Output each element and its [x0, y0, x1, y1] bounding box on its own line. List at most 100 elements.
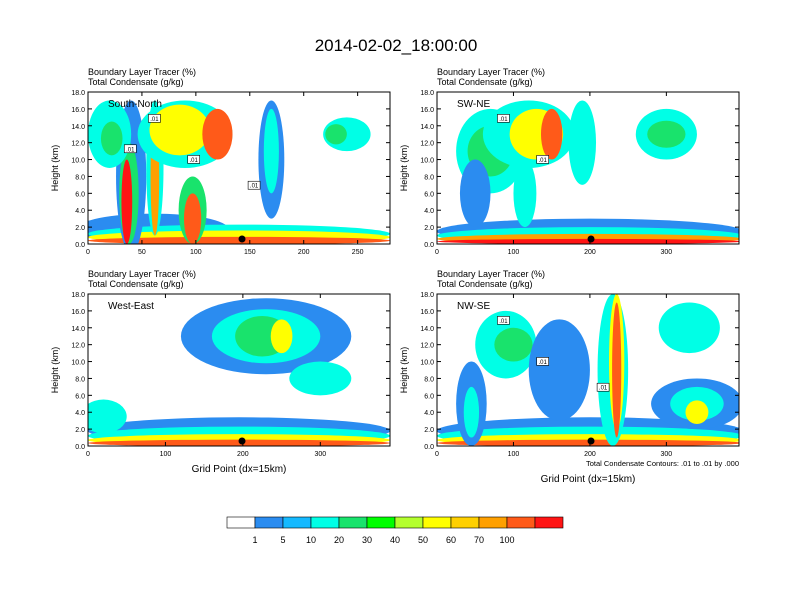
contour-label-box — [187, 155, 200, 164]
panel-label: South-North — [108, 99, 162, 110]
colorbar-swatch — [422, 516, 452, 529]
field — [88, 298, 390, 446]
contour-label-box — [123, 144, 137, 154]
y-tick-label: 0.0 — [424, 242, 434, 249]
y-tick-label: 8.0 — [75, 376, 85, 383]
x-tick-label: 300 — [314, 451, 326, 458]
field-cell — [494, 327, 533, 362]
y-axis-label: Height (km) — [50, 347, 60, 394]
field-cell — [325, 124, 347, 145]
plot-frame — [436, 91, 740, 245]
y-axis-label: Height (km) — [399, 347, 409, 394]
y-tick-label: 4.0 — [75, 208, 85, 215]
colorbar-label: 40 — [390, 535, 400, 545]
x-tick-label: 0 — [435, 451, 439, 458]
plot-frame — [87, 293, 391, 447]
field-cell — [121, 159, 133, 244]
field-cell — [100, 121, 123, 156]
contour-label: .01 — [599, 386, 608, 392]
x-tick-label: 200 — [584, 249, 596, 256]
colorbar-label: 50 — [418, 535, 428, 545]
panel-nw-se: Boundary Layer Tracer (%)Total Condensat… — [399, 269, 740, 485]
contour-label-box — [536, 155, 550, 164]
contour-label: .01 — [190, 158, 199, 164]
plot-frame — [436, 293, 740, 447]
panel-title-line1: Boundary Layer Tracer (%) — [437, 269, 545, 279]
x-tick-label: 100 — [160, 451, 172, 458]
x-tick-label: 0 — [86, 249, 90, 256]
y-tick-label: 6.0 — [75, 393, 85, 400]
field-cell — [437, 238, 739, 244]
y-tick-label: 18.0 — [71, 292, 85, 299]
y-tick-label: 6.0 — [424, 393, 434, 400]
contour-label: .01 — [499, 319, 508, 325]
contour-label: .01 — [539, 158, 548, 164]
panel-title-line1: Boundary Layer Tracer (%) — [88, 67, 196, 77]
y-tick-label: 8.0 — [424, 174, 434, 181]
x-tick-label: 100 — [508, 249, 520, 256]
panel-title-line2: Total Condensate (g/kg) — [88, 279, 184, 289]
x-axis-label: Grid Point (dx=15km) — [192, 464, 287, 475]
y-tick-label: 14.0 — [71, 326, 85, 333]
field-cell — [647, 120, 686, 148]
contour-label: .01 — [539, 360, 548, 366]
x-tick-label: 300 — [661, 249, 673, 256]
colorbar-swatch — [534, 516, 564, 529]
panel-label: West-East — [108, 301, 154, 312]
colorbar-label: 30 — [362, 535, 372, 545]
y-tick-label: 10.0 — [420, 158, 434, 165]
y-tick-label: 14.0 — [420, 326, 434, 333]
y-tick-label: 2.0 — [75, 427, 85, 434]
colorbar-swatch — [282, 516, 312, 529]
field-cell — [685, 400, 709, 425]
colorbar-label: 10 — [306, 535, 316, 545]
colorbar-swatch — [254, 516, 284, 529]
y-tick-label: 6.0 — [424, 191, 434, 198]
field-cell — [459, 159, 491, 228]
colorbar-swatch — [338, 516, 368, 529]
panel-label: NW-SE — [457, 301, 490, 312]
field-cell — [149, 104, 210, 156]
field — [437, 294, 739, 446]
field-cell — [658, 302, 720, 354]
x-tick-label: 150 — [244, 249, 256, 256]
y-tick-label: 18.0 — [420, 90, 434, 97]
colorbar-label: 20 — [334, 535, 344, 545]
panel-title-line2: Total Condensate (g/kg) — [437, 77, 533, 87]
y-tick-label: 10.0 — [71, 158, 85, 165]
field-cell — [513, 159, 537, 228]
y-tick-label: 2.0 — [75, 225, 85, 232]
y-tick-label: 18.0 — [71, 90, 85, 97]
x-tick-label: 0 — [86, 451, 90, 458]
y-tick-label: 8.0 — [75, 174, 85, 181]
x-tick-label: 200 — [237, 451, 249, 458]
colorbar: 1 5 10 20 30 40 50 60 70 100 — [226, 516, 564, 545]
colorbar-swatch — [450, 516, 480, 529]
contour-label-box — [596, 382, 610, 392]
y-tick-label: 16.0 — [420, 107, 434, 114]
colorbar-label: 1 — [252, 535, 257, 545]
location-marker — [238, 437, 246, 445]
x-tick-label: 250 — [352, 249, 364, 256]
location-marker — [238, 235, 246, 243]
y-tick-label: 12.0 — [420, 141, 434, 148]
main-title: 2014-02-02_18:00:00 — [315, 36, 478, 55]
x-tick-label: 100 — [190, 249, 202, 256]
y-tick-label: 16.0 — [71, 309, 85, 316]
y-tick-label: 12.0 — [420, 343, 434, 350]
panel-title-line2: Total Condensate (g/kg) — [437, 279, 533, 289]
panel-label: SW-NE — [457, 99, 490, 110]
panel-west-east: Boundary Layer Tracer (%)Total Condensat… — [50, 269, 391, 475]
colorbar-swatch — [506, 516, 536, 529]
colorbar-label: 5 — [280, 535, 285, 545]
location-marker — [587, 235, 595, 243]
field-cell — [568, 100, 597, 185]
y-tick-label: 16.0 — [420, 309, 434, 316]
panel-sw-ne: Boundary Layer Tracer (%)Total Condensat… — [399, 67, 740, 256]
location-marker — [587, 437, 595, 445]
contour-label: .01 — [499, 117, 508, 123]
colorbar-label: 70 — [474, 535, 484, 545]
contour-label-box — [497, 114, 510, 123]
panel-south-north: Boundary Layer Tracer (%)Total Condensat… — [50, 67, 391, 256]
colorbar-label: 60 — [446, 535, 456, 545]
